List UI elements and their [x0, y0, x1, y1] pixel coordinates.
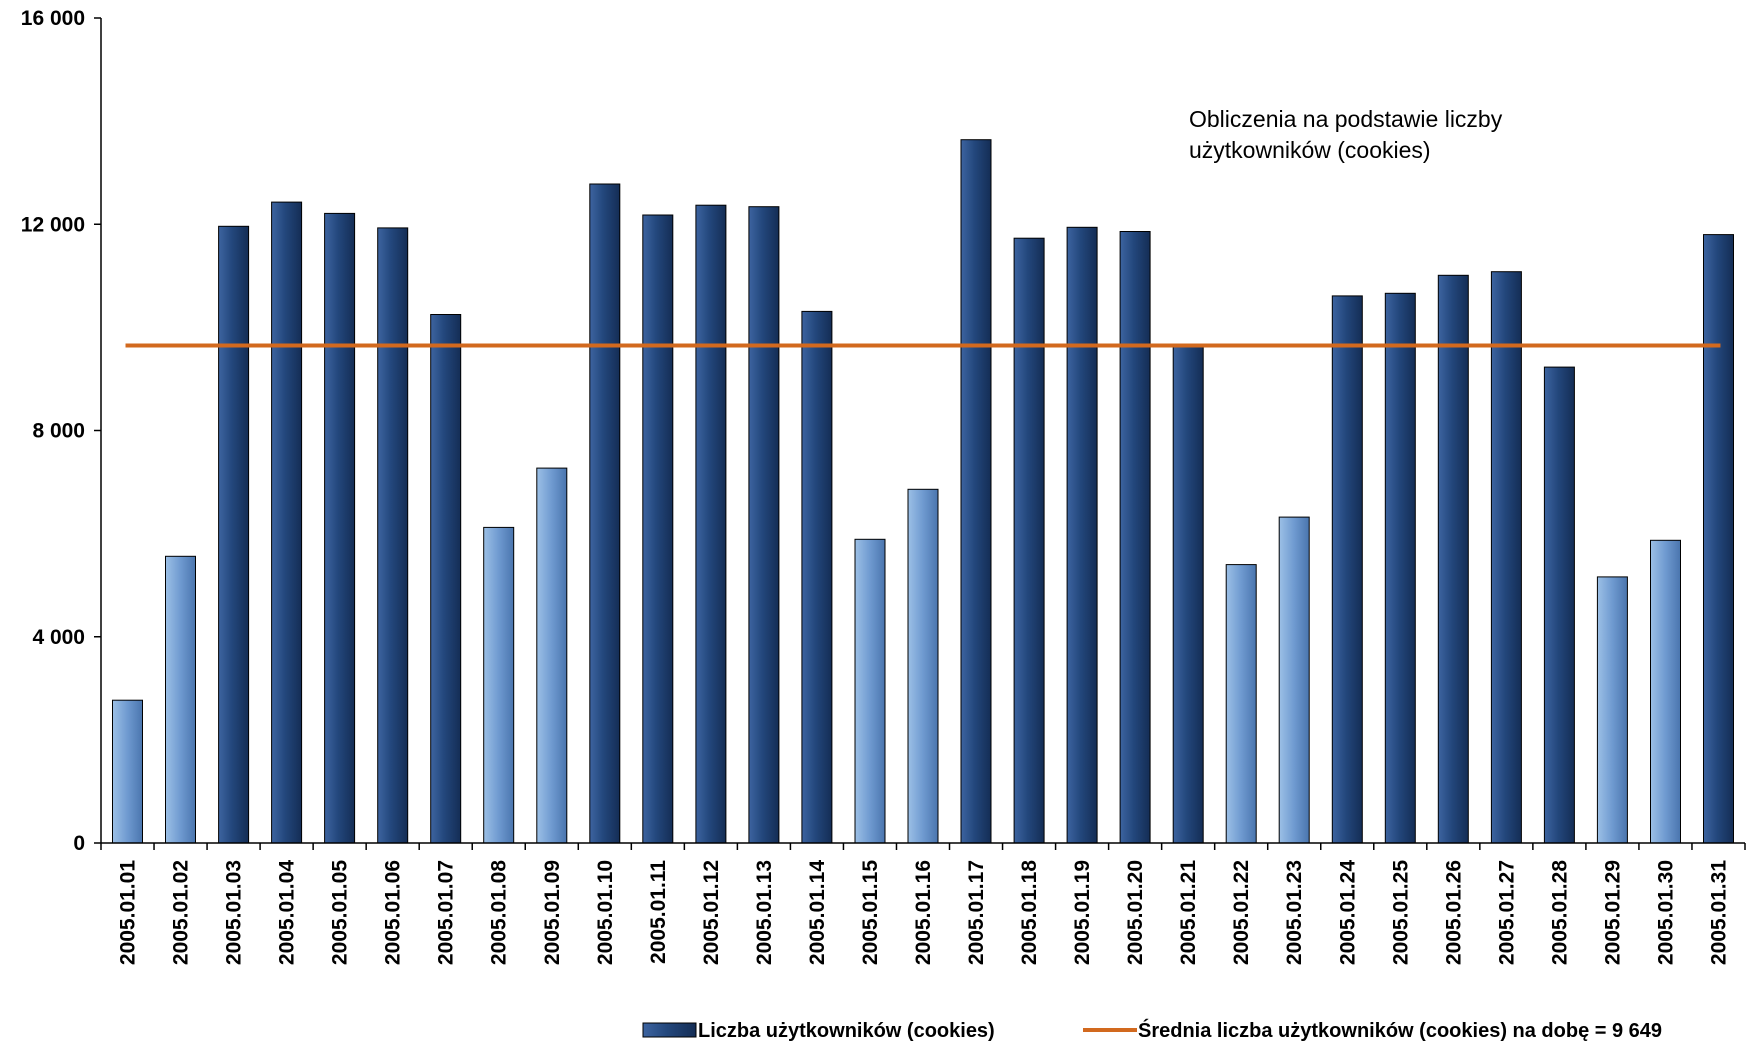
bar-2005.01.05 [324, 212, 356, 844]
y-tick-label: 0 [73, 832, 85, 855]
x-tick-label: 2005.01.06 [382, 860, 405, 965]
x-tick-label: 2005.01.22 [1230, 860, 1253, 965]
x-tick-label: 2005.01.31 [1708, 860, 1731, 965]
bar-2005.01.25 [1384, 292, 1416, 844]
x-tick-label: 2005.01.30 [1655, 860, 1678, 965]
y-tick-label: 4 000 [32, 626, 85, 649]
x-tick-label: 2005.01.11 [647, 860, 670, 964]
bar-2005.01.09 [536, 467, 568, 844]
bar-2005.01.01 [112, 699, 143, 844]
bar-2005.01.31 [1703, 234, 1734, 844]
bar-2005.01.18 [1013, 237, 1045, 844]
bar-2005.01.07 [430, 314, 462, 844]
bar-2005.01.06 [377, 227, 409, 844]
bar-2005.01.08 [483, 526, 515, 844]
x-tick-label: 2005.01.04 [276, 860, 299, 965]
x-tick-label: 2005.01.27 [1495, 860, 1518, 965]
legend-label-average: Średnia liczba użytkowników (cookies) na… [1138, 1018, 1662, 1042]
x-tick-label: 2005.01.16 [912, 860, 935, 965]
bar-2005.01.10 [589, 183, 621, 844]
bar-2005.01.03 [218, 225, 250, 844]
y-ticks: 0 4 000 8 000 12 000 16 000 [21, 7, 101, 855]
bar-2005.01.26 [1437, 274, 1469, 844]
x-tick-label: 2005.01.26 [1442, 860, 1465, 965]
x-tick-label: 2005.01.15 [859, 860, 882, 965]
bar-2005.01.16 [907, 488, 939, 844]
legend-item-bars: Liczba użytkowników (cookies) [642, 1020, 995, 1042]
bar-2005.01.23 [1278, 516, 1310, 844]
x-tick-label: 2005.01.25 [1389, 860, 1412, 965]
bar-2005.01.17 [960, 139, 992, 844]
bar-2005.01.19 [1066, 226, 1098, 844]
bar-2005.01.04 [271, 201, 303, 844]
x-tick-label: 2005.01.09 [541, 860, 564, 965]
y-tick-label: 12 000 [21, 213, 85, 236]
bar-2005.01.27 [1490, 271, 1522, 844]
bar-2005.01.29 [1596, 576, 1628, 844]
bar-2005.01.02 [165, 555, 196, 844]
bar-2005.01.20 [1119, 231, 1151, 844]
x-tick-label: 2005.01.03 [223, 860, 246, 965]
bar-2005.01.28 [1543, 366, 1575, 844]
bar-2005.01.14 [801, 310, 833, 844]
legend-label-bars: Liczba użytkowników (cookies) [698, 1020, 995, 1042]
y-axis: 0 4 000 8 000 12 000 16 000 [21, 7, 102, 855]
x-tick-label: 2005.01.18 [1018, 860, 1041, 965]
bar-2005.01.30 [1650, 539, 1681, 844]
x-tick-label: 2005.01.05 [329, 860, 352, 965]
x-tick-label: 2005.01.02 [170, 860, 193, 965]
x-tick-label: 2005.01.12 [700, 860, 723, 965]
x-tick-label: 2005.01.21 [1177, 860, 1200, 965]
x-axis: 2005.01.01 2005.01.02 2005.01.03 2005.01.04… [100, 842, 1746, 965]
x-ticks: 2005.01.01 2005.01.02 2005.01.03 2005.01.04… [100, 843, 1746, 965]
bar-2005.01.15 [854, 538, 886, 844]
x-tick-label: 2005.01.29 [1601, 860, 1624, 965]
legend: Liczba użytkowników (cookies) Średnia li… [642, 1018, 1662, 1042]
x-tick-label: 2005.01.14 [806, 860, 829, 965]
bar-2005.01.13 [748, 206, 780, 844]
y-tick-label: 8 000 [32, 420, 85, 443]
chart-annotation: Obliczenia na podstawie liczby użytkowni… [1189, 106, 1503, 163]
bars-group [112, 139, 1734, 844]
x-tick-label: 2005.01.17 [965, 860, 988, 965]
x-tick-label: 2005.01.13 [753, 860, 776, 965]
x-tick-label: 2005.01.23 [1283, 860, 1306, 965]
y-tick-label: 16 000 [21, 7, 85, 30]
x-tick-label: 2005.01.28 [1548, 860, 1571, 965]
x-tick-label: 2005.01.01 [117, 860, 140, 965]
bar-2005.01.11 [642, 214, 674, 844]
x-tick-label: 2005.01.08 [488, 860, 511, 965]
x-tick-label: 2005.01.07 [435, 860, 458, 965]
annotation-line-1: Obliczenia na podstawie liczby [1189, 106, 1503, 132]
bar-2005.01.21 [1172, 346, 1204, 844]
bar-2005.01.12 [695, 204, 727, 844]
x-tick-label: 2005.01.19 [1071, 860, 1094, 965]
x-tick-label: 2005.01.24 [1336, 860, 1359, 965]
x-tick-label: 2005.01.20 [1124, 860, 1147, 965]
legend-item-average: Średnia liczba użytkowników (cookies) na… [1083, 1018, 1662, 1042]
x-tick-label: 2005.01.10 [594, 860, 617, 965]
annotation-line-2: użytkowników (cookies) [1189, 137, 1431, 163]
bar-2005.01.24 [1331, 295, 1363, 844]
legend-swatch-bars [642, 1022, 697, 1038]
bar-2005.01.22 [1225, 564, 1257, 844]
